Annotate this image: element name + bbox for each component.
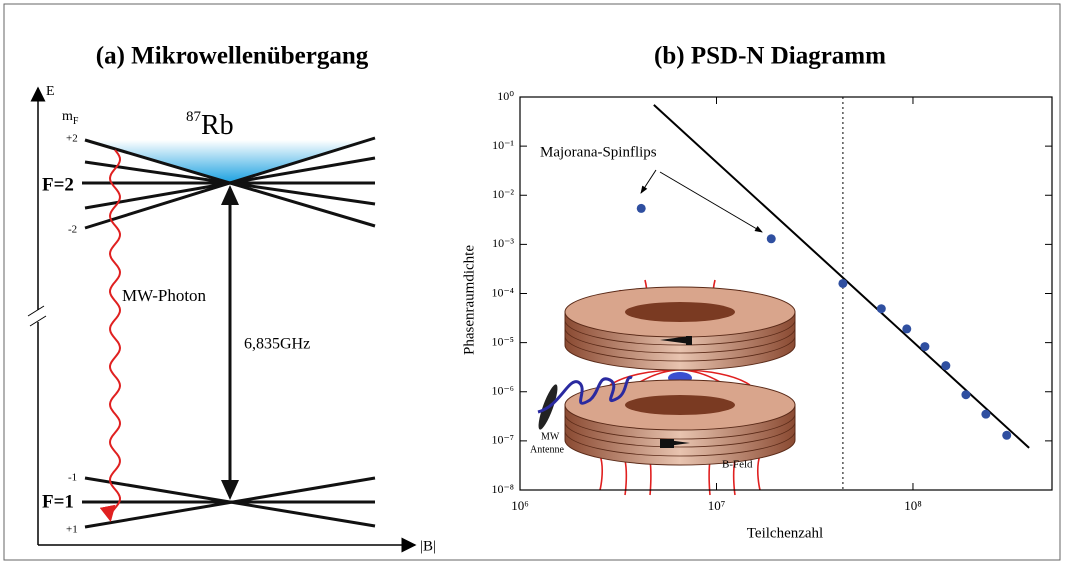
coil-bottom — [564, 379, 796, 466]
y-axis-label: Phasenraumdichte — [461, 245, 477, 355]
panel-title: (b) PSD-N Diagramm — [654, 43, 886, 70]
annotation-arrow — [659, 171, 763, 233]
mf-label: mF — [62, 109, 79, 127]
mf-value: -2 — [68, 224, 77, 236]
panel-title: (a) Mikrowellenübergang — [96, 43, 369, 70]
x-tick-label: 10⁷ — [708, 498, 726, 513]
level — [84, 476, 376, 529]
y-tick-label: 10⁻¹ — [492, 138, 514, 152]
inset-label: B-Feld — [722, 459, 753, 471]
data-point — [838, 278, 848, 288]
data-point — [1002, 430, 1012, 440]
mf-value: +2 — [66, 133, 78, 145]
state-label: F=1 — [42, 491, 74, 512]
y-tick-label: 10⁻⁴ — [491, 285, 514, 299]
data-point — [941, 361, 951, 371]
panel-a: (a) Mikrowellenübergang E |B| mF +2 -2 -… — [27, 43, 436, 554]
annotation-arrow — [640, 169, 657, 194]
y-tick-label: 10⁻⁸ — [491, 482, 514, 496]
antenna — [537, 375, 633, 430]
data-point — [920, 342, 930, 352]
axis-label: |B| — [420, 538, 436, 554]
mf-value: +1 — [66, 524, 78, 536]
x-axis-label: Teilchenzahl — [747, 525, 823, 541]
arrow-head — [221, 185, 239, 205]
x-tick-label: 10⁸ — [904, 498, 922, 513]
isotope: 87Rb — [186, 109, 234, 141]
inset-label: Antenne — [530, 444, 564, 455]
arrow-head — [221, 480, 239, 500]
photon-label: MW-Photon — [122, 286, 207, 305]
data-point — [766, 234, 776, 244]
symbol: Rb — [201, 110, 234, 141]
frame — [3, 3, 1061, 561]
mass: 87 — [186, 109, 202, 125]
mf-main: m — [62, 109, 73, 124]
data-point — [981, 409, 991, 419]
y-tick-label: 10⁻² — [492, 187, 514, 201]
y-tick-label: 10⁻⁶ — [491, 384, 514, 398]
x-tick-label: 10⁶ — [511, 498, 529, 513]
axis-label: E — [46, 84, 55, 99]
data-point — [876, 304, 886, 314]
mf-value: -1 — [68, 472, 77, 484]
cone — [85, 140, 375, 183]
state-label: F=2 — [42, 174, 74, 195]
data-point — [636, 203, 646, 213]
break-mark — [27, 305, 45, 317]
inset-label: MW — [541, 431, 560, 442]
coil-top — [564, 286, 796, 371]
annotation: Majorana-Spinflips — [540, 144, 657, 160]
axis-break — [30, 310, 46, 322]
y-tick-label: 10⁻⁷ — [491, 433, 514, 447]
y-tick-label: 10⁰ — [497, 89, 514, 103]
frequency-label: 6,835GHz — [244, 336, 310, 353]
y-tick-label: 10⁻³ — [492, 236, 514, 250]
data-point — [961, 390, 971, 400]
mf-sub: F — [73, 116, 79, 127]
level — [84, 136, 376, 230]
break-mark — [29, 315, 47, 327]
y-tick-label: 10⁻⁵ — [491, 334, 514, 348]
panel-b: (b) PSD-N Diagramm Teilchenzahl Phasenra… — [461, 43, 1053, 541]
photon — [99, 149, 122, 522]
data-point — [902, 324, 912, 334]
